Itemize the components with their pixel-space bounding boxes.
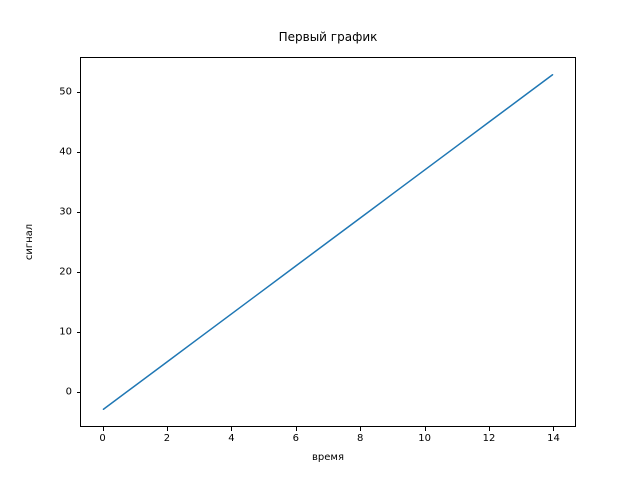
y-tick-label: 30 [59,206,72,218]
x-tick-label: 6 [292,433,299,444]
x-tick-label: 8 [357,433,364,444]
x-tick-label: 0 [99,433,106,444]
plot-area [80,57,576,427]
x-tick-label: 2 [163,433,171,444]
y-tick-mark [76,272,80,274]
x-axis-label: время [312,452,344,463]
y-tick-label: 10 [59,326,72,338]
page-title: Первый график [278,30,378,44]
y-tick-mark [76,91,80,93]
x-tick-label: 12 [482,433,496,444]
x-tick-mark [489,427,491,431]
x-tick-mark [102,427,104,431]
x-tick-mark [424,427,426,431]
x-tick-label: 14 [547,433,560,444]
y-tick-label: 20 [59,266,72,278]
x-tick-label: 10 [418,433,431,444]
x-tick-mark [166,427,168,431]
x-tick-mark [360,427,362,431]
y-tick-label: 40 [59,146,72,158]
y-tick-mark [76,332,80,334]
x-tick-mark [295,427,297,431]
y-axis-label: сигнал [24,223,35,261]
y-tick-mark [76,151,80,153]
x-tick-mark [231,427,233,431]
y-tick-label: 50 [59,86,72,98]
x-tick-mark [553,427,555,431]
line-series-svg [102,73,554,411]
data-line [102,73,554,411]
y-tick-mark [76,392,80,394]
y-tick-mark [76,211,80,213]
y-tick-label: 0 [65,386,72,398]
x-tick-label: 4 [228,433,235,444]
